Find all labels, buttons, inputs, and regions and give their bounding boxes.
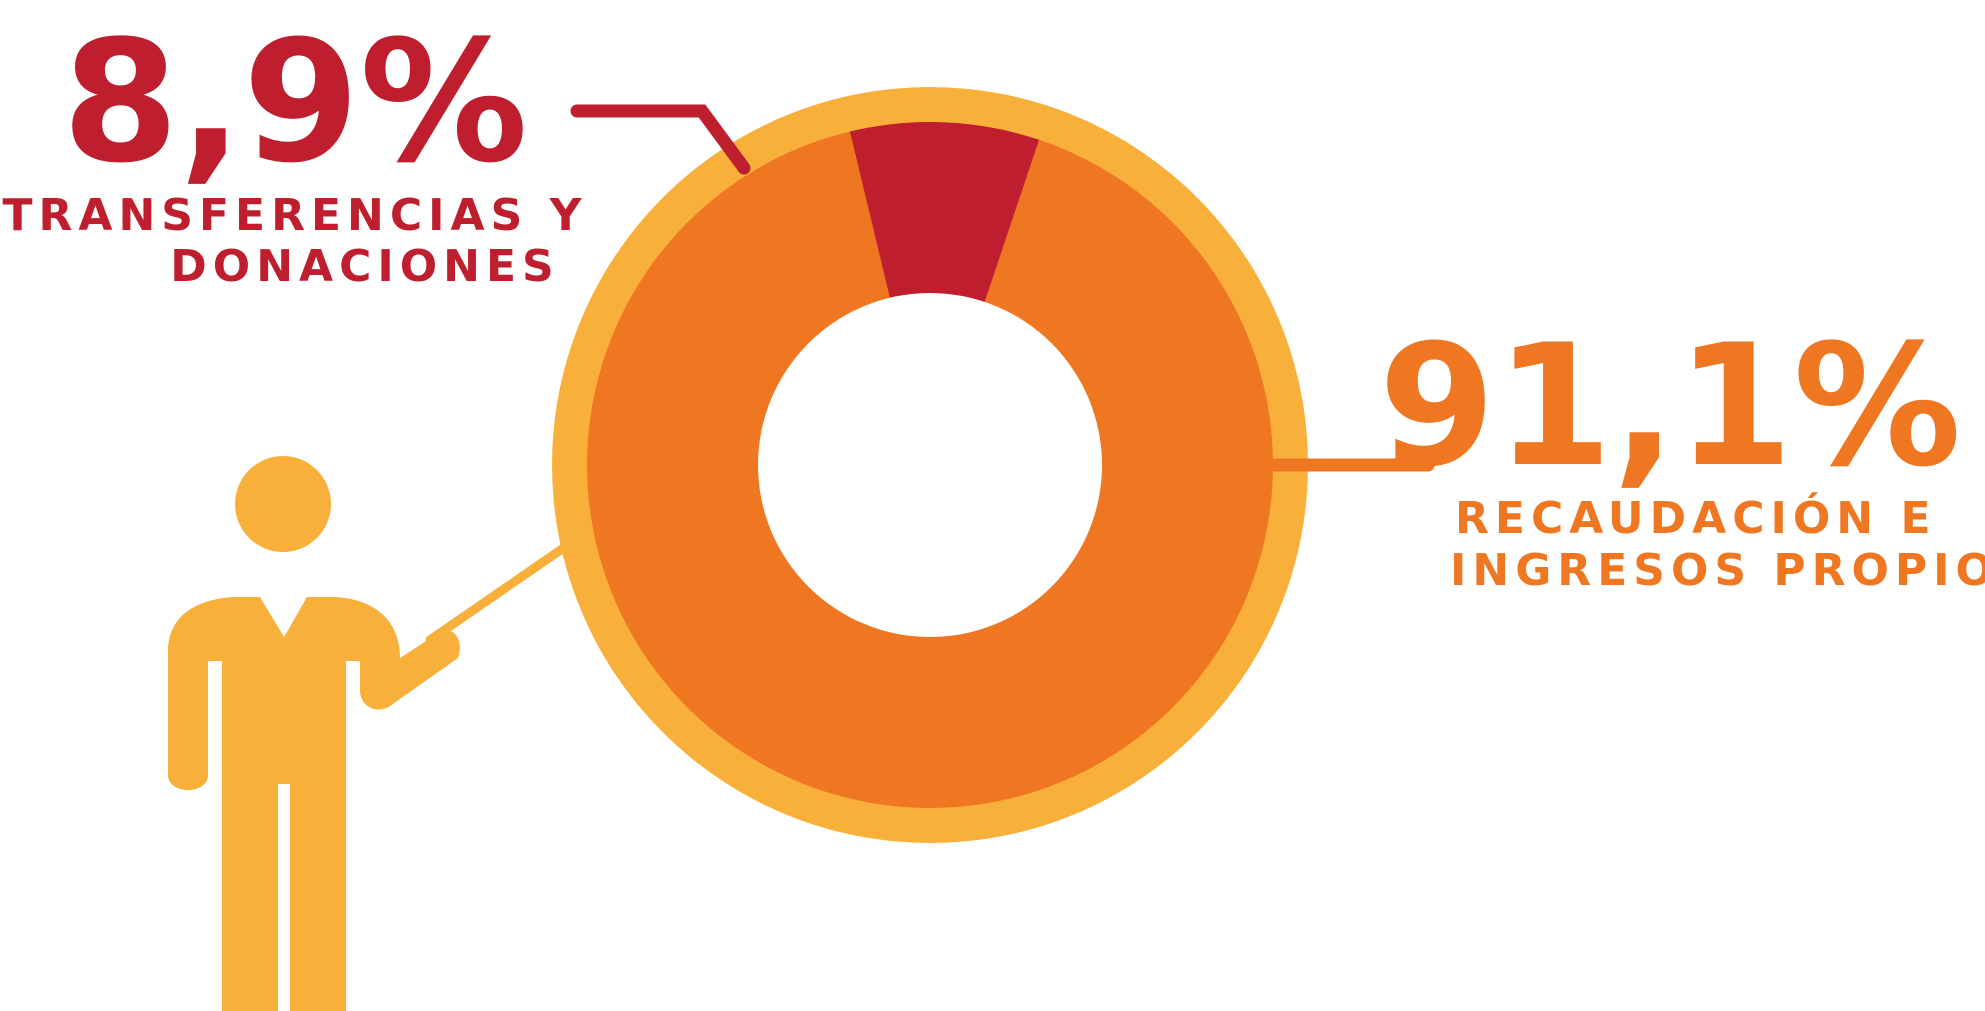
presenter-body: [168, 597, 460, 1011]
category-label-recaudacion-line2: INGRESOS PROPIOS: [1450, 545, 1985, 596]
presenter-person-icon: [168, 456, 580, 1011]
donut-hole: [758, 293, 1102, 637]
leader-line-transferencias: [570, 104, 751, 175]
pointer-stick: [425, 535, 580, 645]
donut-slice-transferencias: [849, 122, 1040, 466]
presenter-head: [235, 456, 331, 552]
category-label-transferencias-line2: DONACIONES: [170, 241, 559, 292]
category-label-recaudacion-line1: RECAUDACIÓN E: [1455, 491, 1937, 544]
data-label-recaudacion-percent: 91,1%: [1379, 308, 1962, 504]
data-label-transferencias-percent: 8,9%: [62, 4, 528, 200]
category-label-transferencias-line1: TRANSFERENCIAS Y: [3, 190, 588, 241]
